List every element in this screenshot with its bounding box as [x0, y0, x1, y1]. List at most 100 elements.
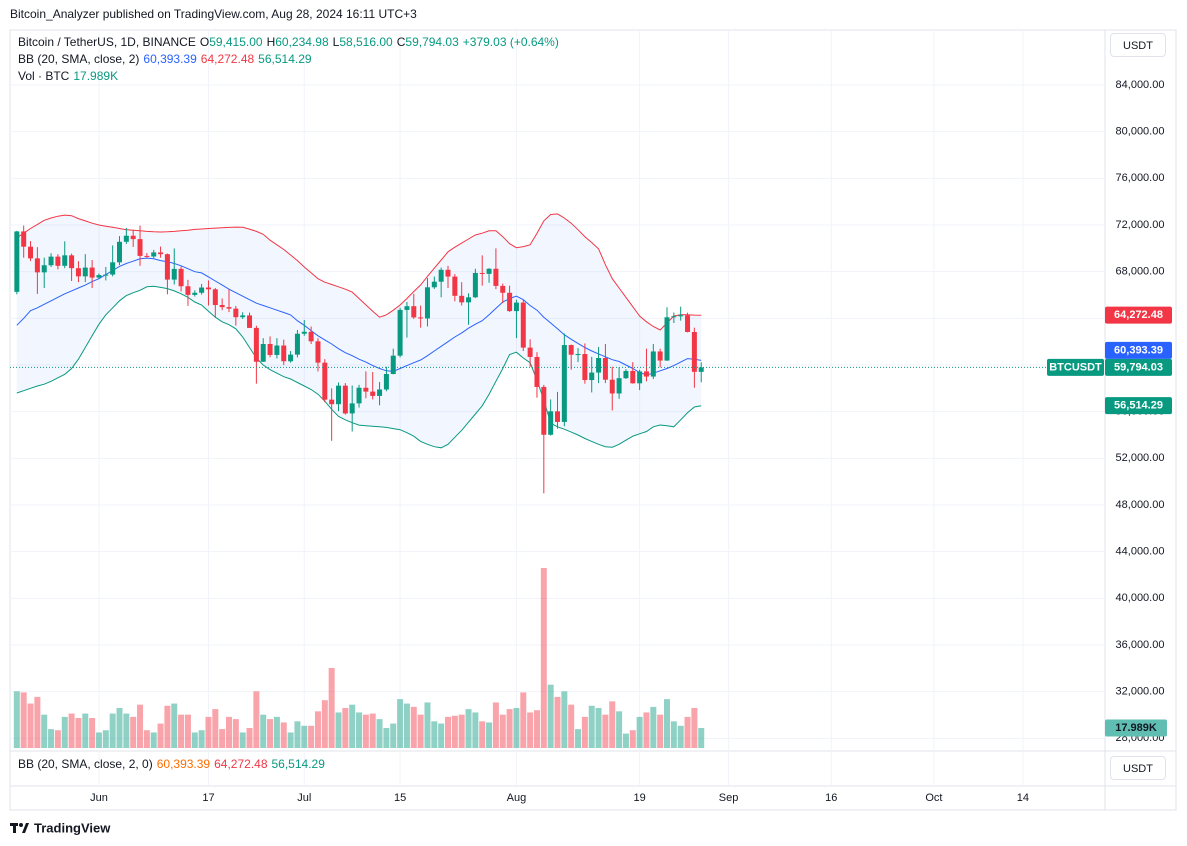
volume-bar — [616, 711, 623, 748]
candle-body — [472, 272, 478, 298]
volume-label-box — [1105, 719, 1167, 737]
ohlc-prefix: H — [266, 35, 276, 49]
candle-body — [698, 367, 704, 372]
candle-body — [691, 331, 697, 372]
candle-body — [247, 315, 253, 328]
volume-bar — [226, 716, 232, 748]
candle-body — [62, 255, 68, 266]
bb-price-label-box — [1105, 341, 1172, 359]
volume-bar — [670, 721, 677, 748]
candle-body — [479, 272, 485, 274]
volume-bar — [410, 706, 417, 748]
volume-bar — [82, 713, 89, 748]
x-tick-label: Aug — [507, 792, 527, 804]
volume-bar — [143, 730, 150, 748]
candle-body — [336, 385, 341, 405]
candle-body — [103, 274, 109, 276]
candle-body — [123, 235, 129, 242]
bb-fill — [16, 213, 702, 448]
candle-body — [493, 268, 499, 286]
volume-bar — [438, 723, 445, 748]
volume-bar — [95, 732, 102, 748]
candle-body — [212, 289, 218, 306]
candle-body — [281, 345, 287, 362]
volume-bar — [205, 716, 212, 748]
volume-bar — [184, 714, 191, 748]
candle-body — [294, 333, 300, 355]
candle-body — [329, 399, 335, 405]
volume-bar — [321, 700, 328, 748]
candle-body — [28, 246, 34, 259]
candle-body — [315, 341, 321, 363]
volume-bar — [48, 729, 55, 748]
x-tick-label: 16 — [825, 792, 837, 804]
volume — [13, 568, 705, 748]
ohlc-prefix: O — [199, 35, 210, 49]
ohlc-value: 59,794.03 — [405, 35, 459, 49]
volume-bar — [239, 732, 246, 748]
candle-body — [390, 355, 396, 374]
volume-bar — [472, 712, 479, 748]
ticker-label: BTCUSDT — [1049, 361, 1102, 373]
bb-pane-value: 56,514.29 — [271, 757, 325, 771]
close-price-label-box — [1105, 358, 1172, 376]
candle-body — [596, 357, 602, 373]
candle-body — [616, 378, 622, 394]
candle-body — [486, 268, 492, 274]
volume-bar — [465, 709, 472, 748]
candle-body — [205, 287, 211, 290]
volume-bar — [178, 714, 185, 748]
ohlc-prefix: C — [396, 35, 406, 49]
volume-bar — [356, 712, 363, 748]
candle-body — [664, 317, 670, 361]
candle-body — [110, 262, 116, 275]
volume-bar — [308, 725, 315, 748]
volume-bar — [540, 568, 547, 748]
volume-bar — [376, 719, 383, 748]
candle-body — [527, 347, 533, 357]
candle-body — [541, 386, 547, 435]
volume-bar — [595, 708, 602, 748]
candle-body — [308, 331, 314, 342]
candle-body — [452, 276, 458, 296]
bb-value: 56,514.29 — [258, 52, 312, 66]
volume-bar — [273, 716, 280, 748]
y-tick-label: 40,000.00 — [1116, 592, 1165, 604]
volume-bar — [581, 716, 588, 748]
candle-body — [96, 275, 102, 278]
candle-body — [363, 387, 369, 392]
candle-body — [671, 316, 677, 318]
candle-body — [82, 267, 88, 277]
volume-bar — [267, 719, 274, 748]
volume-bar — [458, 714, 465, 748]
ohlc-value: 58,516.00 — [339, 35, 393, 49]
volume-label: 17.989K — [1115, 722, 1157, 734]
candle-body — [602, 357, 608, 380]
volume-bar — [68, 713, 75, 748]
candle-body — [89, 267, 95, 278]
volume-bar — [13, 691, 20, 748]
candle-body — [356, 387, 362, 404]
candle-body — [21, 231, 27, 247]
volume-bar — [137, 704, 144, 748]
volume-bar — [109, 713, 116, 748]
y-tick-label: 72,000.00 — [1116, 219, 1165, 231]
volume-bar — [383, 728, 390, 748]
x-tick-label: 14 — [1017, 792, 1029, 804]
bb-price-label: 60,393.39 — [1114, 344, 1163, 356]
candle-body — [630, 370, 636, 384]
volume-bar — [650, 706, 657, 748]
volume-bar — [246, 728, 253, 748]
candle-body — [137, 239, 143, 256]
candle-body — [75, 268, 81, 277]
volume-bar — [479, 721, 486, 748]
candle-body — [322, 362, 328, 400]
candle-body — [418, 317, 424, 319]
currency-button[interactable]: USDT — [1110, 756, 1166, 780]
close-price-label: 59,794.03 — [1114, 361, 1163, 373]
candle-body — [507, 292, 513, 312]
header: Bitcoin_Analyzer published on TradingVie… — [10, 7, 417, 21]
currency-button[interactable]: USDT — [1110, 33, 1166, 57]
candle-body — [226, 307, 232, 309]
candle-body — [144, 255, 150, 257]
